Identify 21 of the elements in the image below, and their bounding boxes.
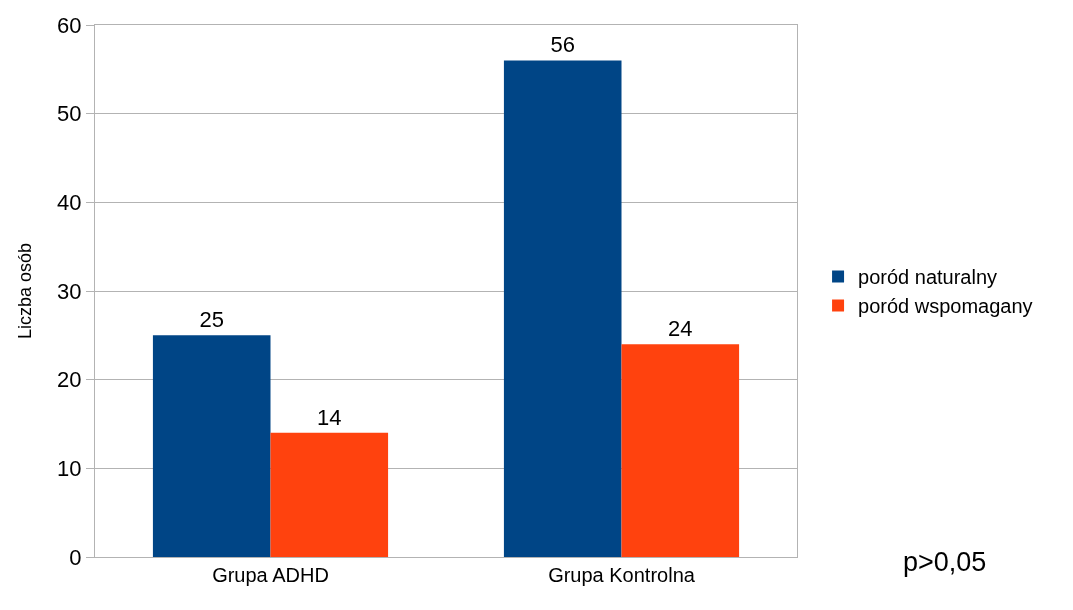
legend-label: poród naturalny (858, 266, 998, 289)
y-tick-label: 50 (57, 101, 82, 127)
y-tick-label: 40 (57, 190, 82, 216)
data-label: 56 (550, 32, 575, 58)
y-tick-label: 30 (57, 278, 82, 304)
y-tick-label: 20 (57, 367, 82, 393)
legend-label: poród wspomagany (858, 295, 1033, 318)
text: p>0,05 (903, 547, 987, 577)
bar (503, 60, 622, 557)
x-tick-label: Grupa Kontrolna (548, 564, 696, 586)
bar (270, 432, 389, 557)
x-tick-label: Grupa ADHD (212, 564, 329, 586)
data-label: 25 (199, 307, 224, 333)
data-label: 24 (668, 316, 693, 342)
y-axis-title: Liczba osób (15, 242, 36, 340)
y-tick-label: 0 (69, 544, 82, 570)
bar (152, 335, 271, 557)
y-tick-label: 10 (57, 456, 82, 482)
data-label: 14 (317, 404, 342, 430)
bar (621, 344, 740, 557)
y-tick-label: 60 (57, 12, 82, 38)
